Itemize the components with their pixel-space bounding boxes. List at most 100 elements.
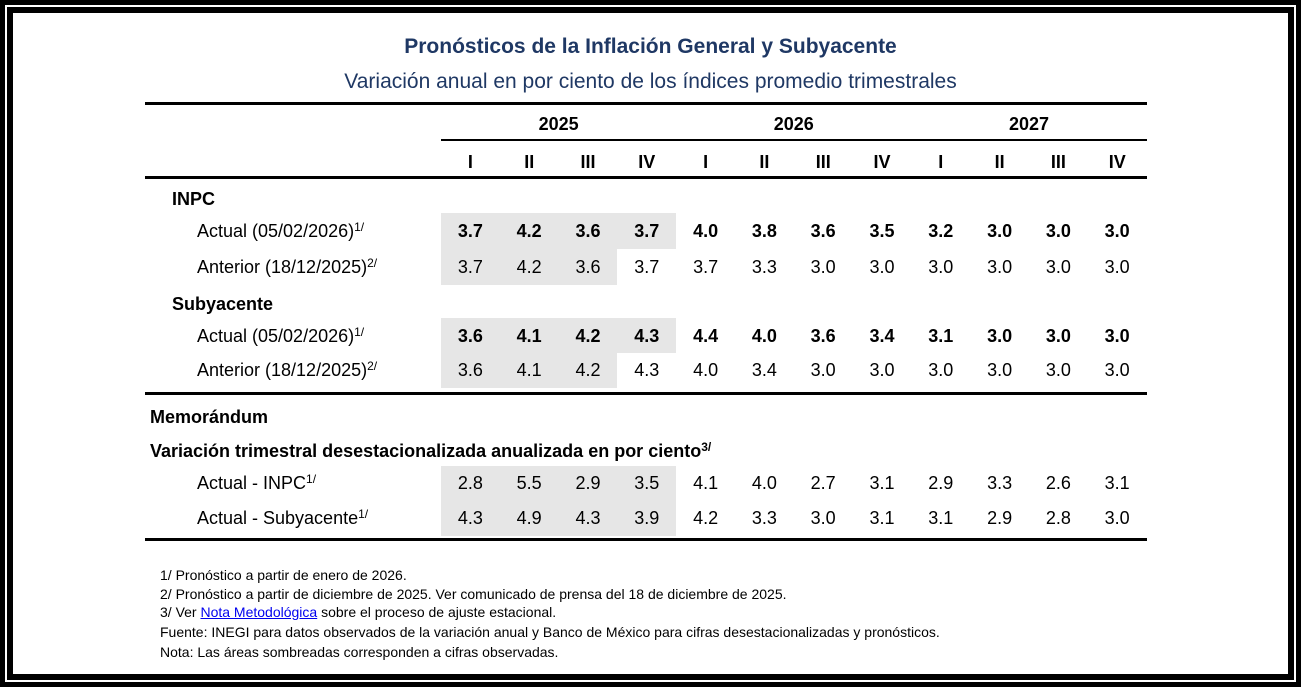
cell-value: 2.8	[1045, 508, 1071, 528]
cell-value: 3.0	[810, 508, 836, 528]
observed-shade	[441, 501, 677, 536]
row-label: Actual (05/02/2026)1/	[197, 220, 364, 242]
cell-value: 4.2	[575, 360, 601, 380]
label-note: 1/	[354, 325, 365, 339]
quarter: IV	[638, 152, 656, 172]
observed-shade	[441, 249, 618, 285]
cell-value: 3.4	[869, 326, 895, 346]
cell-value: 3.0	[1045, 360, 1071, 380]
quarter: II	[994, 152, 1005, 172]
cell-value: 3.0	[1045, 326, 1071, 346]
cell-value: 3.7	[457, 257, 483, 277]
observed-shade	[441, 318, 677, 353]
cell-value: 2.7	[810, 473, 836, 493]
cell-value: 3.0	[928, 360, 954, 380]
cell-value: 3.0	[987, 221, 1013, 241]
section-title: INPC	[172, 189, 216, 209]
cell-value: 3.0	[1104, 221, 1130, 241]
label-text: Actual - INPC	[197, 473, 307, 493]
cell-value: 2.9	[928, 473, 954, 493]
cell-value: 3.6	[810, 221, 836, 241]
cell-value: 4.0	[751, 473, 777, 493]
label-note: 1/	[358, 507, 369, 521]
cell-value: 3.2	[928, 221, 954, 241]
label-text: Anterior (18/12/2025)	[197, 360, 368, 380]
cell-value: 4.4	[693, 326, 719, 346]
cell-value: 3.5	[634, 473, 660, 493]
rule	[145, 538, 1147, 541]
label-note: 2/	[367, 359, 378, 373]
cell-value: 4.0	[751, 326, 777, 346]
row-label: Anterior (18/12/2025)2/	[197, 256, 377, 278]
cell-value: 5.5	[516, 473, 542, 493]
cell-value: 3.3	[751, 257, 777, 277]
cell-value: 4.1	[693, 473, 719, 493]
title: Pronósticos de la Inflación General y Su…	[404, 35, 897, 58]
cell-value: 4.1	[516, 326, 542, 346]
year: 2025	[538, 114, 579, 134]
row-label: Actual - Subyacente1/	[197, 507, 368, 529]
quarter: IV	[873, 152, 891, 172]
quarter: I	[703, 152, 709, 172]
cell-value: 3.0	[869, 360, 895, 380]
cell-value: 3.0	[987, 257, 1013, 277]
cell-value: 3.0	[869, 257, 895, 277]
footnote-link[interactable]: Nota Metodológica	[200, 604, 318, 620]
footnote-text: 3/ Ver	[160, 604, 201, 620]
memo-title: Memorándum	[150, 407, 269, 427]
cell-value: 4.1	[516, 360, 542, 380]
quarter: II	[524, 152, 535, 172]
footnote: 1/ Pronóstico a partir de enero de 2026.	[160, 567, 407, 583]
cell-value: 3.0	[1045, 257, 1071, 277]
cell-value: 3.0	[1104, 257, 1130, 277]
cell-value: 3.6	[575, 221, 601, 241]
cell-value: 3.7	[693, 257, 719, 277]
footnote: 2/ Pronóstico a partir de diciembre de 2…	[160, 586, 787, 602]
quarter: IV	[1108, 152, 1126, 172]
label-text: Actual (05/02/2026)	[197, 326, 355, 346]
frame	[5, 5, 1296, 682]
memo-subtitle-text: Variación trimestral desestacionalizada …	[150, 441, 702, 461]
cell-value: 3.1	[869, 508, 895, 528]
cell-value: 3.0	[810, 360, 836, 380]
sheet: Pronósticos de la Inflación General y Su…	[13, 13, 1288, 674]
cell-value: 4.2	[575, 326, 601, 346]
year: 2027	[1008, 114, 1049, 134]
label-note: 2/	[367, 256, 378, 270]
rule	[145, 102, 1147, 105]
cell-value: 2.8	[457, 473, 483, 493]
cell-value: 4.2	[516, 221, 542, 241]
cell-value: 2.6	[1045, 473, 1071, 493]
footnote-text: sobre el proceso de ajuste estacional.	[317, 604, 557, 620]
cell-value: 4.0	[693, 360, 719, 380]
cell-value: 4.2	[693, 508, 719, 528]
cell-value: 4.0	[693, 221, 719, 241]
observed-shade	[441, 466, 677, 501]
cell-value: 3.3	[751, 508, 777, 528]
cell-value: 3.8	[751, 221, 777, 241]
cell-value: 4.3	[634, 326, 660, 346]
quarter: I	[938, 152, 944, 172]
quarter: III	[815, 152, 831, 172]
year: 2026	[773, 114, 814, 134]
cell-value: 3.7	[634, 221, 660, 241]
quarter: I	[467, 152, 473, 172]
cell-value: 3.1	[1104, 473, 1130, 493]
cell-value: 3.6	[457, 360, 483, 380]
memo-subtitle: Variación trimestral desestacionalizada …	[150, 440, 711, 462]
cell-value: 3.3	[987, 473, 1013, 493]
cell-value: 3.9	[634, 508, 660, 528]
cell-value: 3.6	[575, 257, 601, 277]
cell-value: 4.3	[634, 360, 660, 380]
label-text: Actual - Subyacente	[197, 508, 359, 528]
cell-value: 3.6	[810, 326, 836, 346]
cell-value: 4.3	[457, 508, 483, 528]
cell-value: 3.7	[634, 257, 660, 277]
cell-value: 4.3	[575, 508, 601, 528]
label-note: 1/	[354, 220, 365, 234]
cell-value: 3.0	[987, 360, 1013, 380]
observed-shade	[441, 213, 677, 249]
cell-value: 3.0	[1104, 508, 1130, 528]
quarter: II	[759, 152, 770, 172]
